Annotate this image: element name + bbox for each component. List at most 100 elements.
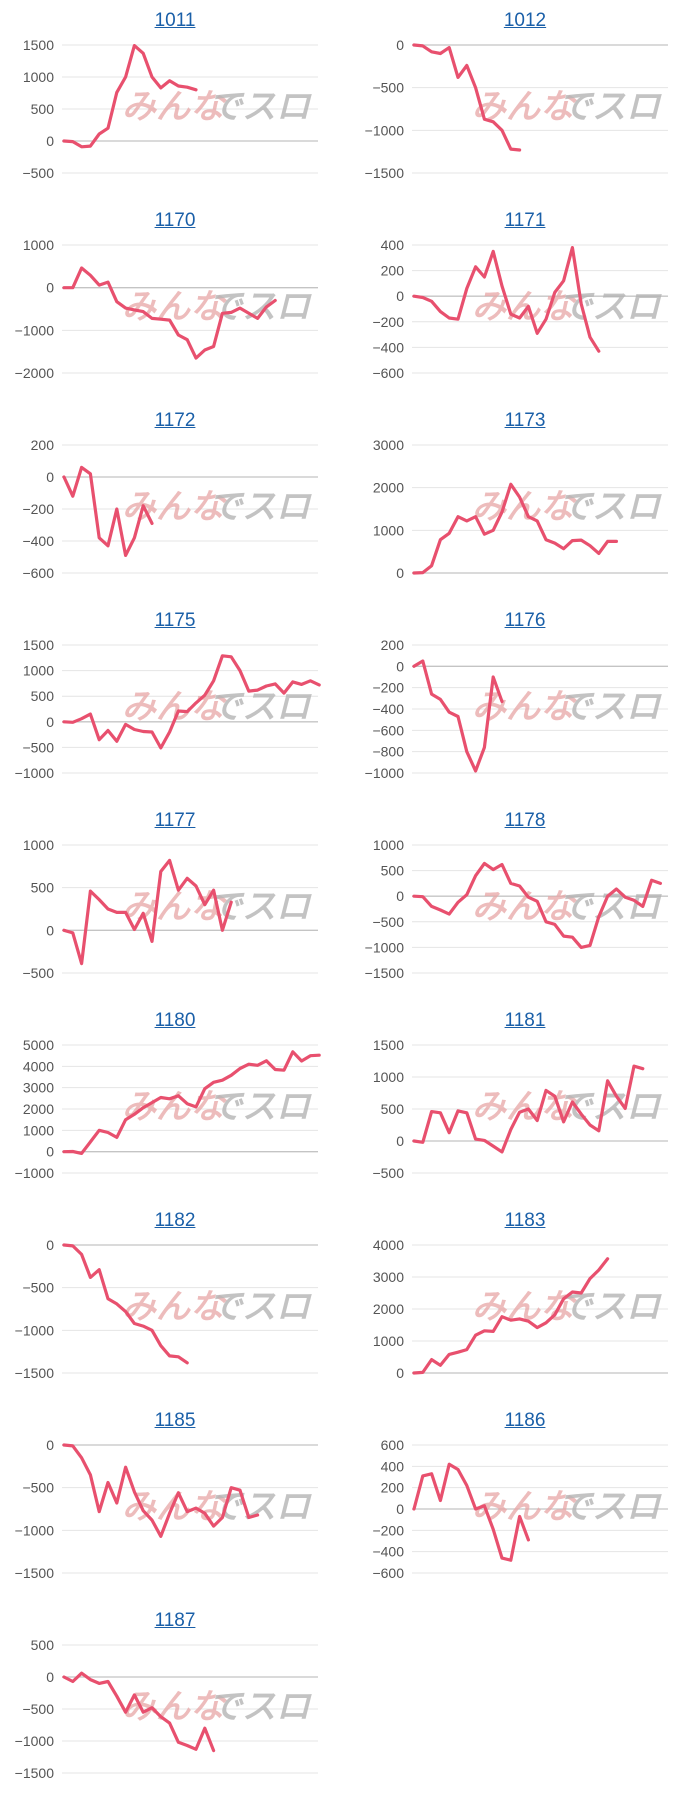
series-line <box>412 861 662 949</box>
y-tick-label: 200 <box>381 263 405 279</box>
chart-panel: 1187 500 0 −500 −1000 −1500 みんな でスロ <box>0 1600 350 1800</box>
y-tick-label: 1000 <box>373 522 404 538</box>
y-tick-label: −400 <box>372 339 404 355</box>
y-tick-label: 1500 <box>373 1037 404 1053</box>
y-tick-label: −600 <box>22 565 54 581</box>
y-tick-label: −1000 <box>15 765 55 781</box>
chart-title-link[interactable]: 1185 <box>154 1410 196 1431</box>
chart-panel: 1178 1000 500 0 −500 −1000 −1500 みんな でスロ <box>350 800 700 1000</box>
series-line <box>62 266 277 360</box>
chart-title-link[interactable]: 1175 <box>154 610 196 631</box>
chart-title-link[interactable]: 1012 <box>503 10 547 31</box>
watermark-part2: でスロ <box>208 1487 312 1527</box>
y-tick-label: −200 <box>372 1522 404 1538</box>
y-tick-label: 0 <box>396 1501 404 1517</box>
chart-panel: 1012 0 −500 −1000 −1500 みんな でスロ <box>350 0 700 200</box>
y-tick-label: −1500 <box>15 1365 55 1381</box>
y-tick-label: 0 <box>396 288 404 304</box>
y-tick-label: 0 <box>46 133 54 149</box>
chart-panel: 1180 5000 4000 3000 2000 1000 0 −1000 みんな でスロ <box>0 1000 350 1200</box>
chart-panel: 1011 1500 1000 500 0 −500 みんな でスロ <box>0 0 350 200</box>
y-tick-label: −400 <box>372 701 404 717</box>
chart-title-link[interactable]: 1172 <box>154 410 196 431</box>
series-line <box>412 659 504 773</box>
y-tick-label: 5000 <box>23 1037 54 1053</box>
y-tick-label: 3000 <box>23 1080 54 1096</box>
watermark-part2: でスロ <box>208 1087 312 1127</box>
chart-title-link[interactable]: 1186 <box>504 1410 546 1431</box>
y-tick-label: 4000 <box>373 1237 404 1253</box>
chart-panel: 1185 0 −500 −1000 −1500 みんな でスロ <box>0 1400 350 1600</box>
chart-panel: 1186 600 400 200 0 −200 −400 −600 みんな でスロ <box>350 1400 700 1600</box>
chart-title-link[interactable]: 1187 <box>154 1610 196 1631</box>
y-tick-label: −600 <box>372 365 404 381</box>
y-tick-label: 500 <box>31 880 55 896</box>
y-tick-label: −200 <box>372 680 404 696</box>
y-tick-label: 1000 <box>23 69 54 85</box>
y-tick-label: 0 <box>46 469 54 485</box>
watermark-part1: みんな <box>122 1087 227 1127</box>
y-tick-label: 0 <box>396 37 404 53</box>
y-tick-label: −1000 <box>15 1733 55 1749</box>
y-tick-label: 1000 <box>23 663 54 679</box>
y-tick-label: 500 <box>31 1637 55 1653</box>
series-line <box>412 482 618 575</box>
y-tick-label: 0 <box>46 1669 54 1685</box>
y-tick-label: 0 <box>396 1365 404 1381</box>
y-tick-label: −500 <box>372 80 404 96</box>
y-tick-label: −1000 <box>15 1322 55 1338</box>
chart-title-link[interactable]: 1171 <box>504 210 546 231</box>
chart-title-link[interactable]: 1180 <box>154 1010 196 1031</box>
y-tick-label: −1000 <box>15 1522 55 1538</box>
y-tick-label: 200 <box>381 637 405 653</box>
y-tick-label: 0 <box>46 1237 54 1253</box>
watermark-part2: でスロ <box>208 487 312 527</box>
chart-title-link[interactable]: 1178 <box>504 810 546 831</box>
chart-title-link[interactable]: 1183 <box>504 1210 546 1231</box>
chart-title-link[interactable]: 1182 <box>154 1210 196 1231</box>
watermark-part1: みんな <box>122 287 227 327</box>
y-tick-label: −600 <box>372 722 404 738</box>
y-tick-label: 3000 <box>373 1269 404 1285</box>
y-tick-label: −500 <box>22 1280 54 1296</box>
y-tick-label: 400 <box>381 1458 405 1474</box>
watermark-part2: でスロ <box>558 287 662 327</box>
y-tick-label: 1000 <box>373 1333 404 1349</box>
y-tick-label: −1500 <box>15 1765 55 1781</box>
y-tick-label: −600 <box>372 1565 404 1581</box>
chart-panel: 1173 3000 2000 1000 0 みんな でスロ <box>350 400 700 600</box>
y-tick-label: −1000 <box>365 939 405 955</box>
series-line <box>412 1064 645 1154</box>
chart-title-link[interactable]: 1177 <box>154 810 196 831</box>
chart-panel: 1171 400 200 0 −200 −400 −600 みんな でスロ <box>350 200 700 400</box>
chart-panel: 1176 200 0 −200 −400 −600 −800 −1000 みんな でスロ <box>350 600 700 800</box>
chart-title-link[interactable]: 1176 <box>504 610 546 631</box>
series-line <box>412 1257 610 1375</box>
chart-title-link[interactable]: 1011 <box>154 10 196 31</box>
y-tick-label: 1500 <box>23 37 54 53</box>
y-tick-label: −500 <box>372 1165 404 1181</box>
watermark-part2: でスロ <box>208 1687 312 1727</box>
watermark-part2: でスロ <box>208 887 312 927</box>
chart-title-link[interactable]: 1173 <box>504 410 546 431</box>
chart-title-link[interactable]: 1170 <box>154 210 196 231</box>
y-tick-label: 1000 <box>23 237 54 253</box>
series-line <box>412 1462 530 1562</box>
chart-panel: 1170 1000 0 −1000 −2000 みんな でスロ <box>0 200 350 400</box>
chart-title-link[interactable]: 1181 <box>504 1010 546 1031</box>
y-tick-label: 0 <box>46 1144 54 1160</box>
watermark-part1: みんな <box>122 1287 227 1327</box>
y-tick-label: 2000 <box>373 1301 404 1317</box>
y-tick-label: 500 <box>31 688 55 704</box>
watermark-part2: でスロ <box>558 1087 662 1127</box>
